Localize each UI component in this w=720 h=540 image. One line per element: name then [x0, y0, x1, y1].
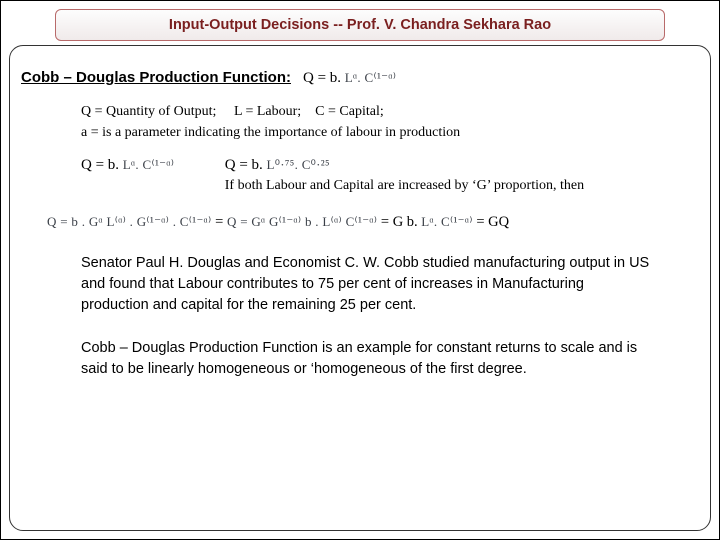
- formula-left-exp: Lᵅ. C⁽¹⁻ᵅ⁾: [123, 157, 174, 173]
- title-box: Input-Output Decisions -- Prof. V. Chand…: [55, 9, 665, 41]
- eq-seg-1: Q = b . Gᵅ L⁽ᵅ⁾ . G⁽¹⁻ᵅ⁾ . C⁽¹⁻ᵅ⁾: [47, 214, 212, 230]
- formula-right: Q = b. L⁰·⁷⁵. C⁰·²⁵ If both Labour and C…: [225, 157, 584, 194]
- eq-op-2: = G b.: [381, 214, 421, 230]
- def-line-2: a = is a parameter indicating the import…: [81, 122, 701, 143]
- slide-title: Input-Output Decisions -- Prof. V. Chand…: [169, 17, 551, 33]
- formula-right-top: Q = b. L⁰·⁷⁵. C⁰·²⁵: [225, 157, 584, 174]
- eq-op-1: =: [215, 214, 227, 230]
- paragraph-2: Cobb – Douglas Production Function is an…: [81, 338, 655, 380]
- heading-row: Cobb – Douglas Production Function: Q = …: [19, 55, 701, 87]
- definitions: Q = Quantity of Output; L = Labour; C = …: [81, 101, 701, 143]
- slide: Input-Output Decisions -- Prof. V. Chand…: [0, 0, 720, 540]
- formula-row: Q = b. Lᵅ. C⁽¹⁻ᵅ⁾ Q = b. L⁰·⁷⁵. C⁰·²⁵ If…: [81, 157, 701, 194]
- eq-op-3: = GQ: [476, 214, 509, 230]
- equation-line: Q = b . Gᵅ L⁽ᵅ⁾ . G⁽¹⁻ᵅ⁾ . C⁽¹⁻ᵅ⁾ = Q = …: [47, 214, 701, 231]
- eq-seg-2: Q = Gᵅ G⁽¹⁻ᵅ⁾ b . L⁽ᵅ⁾ C⁽¹⁻ᵅ⁾: [227, 214, 377, 230]
- heading-formula-exp: Lᵅ. C⁽¹⁻ᵅ⁾: [345, 70, 396, 86]
- heading-formula: Q = b. Lᵅ. C⁽¹⁻ᵅ⁾: [303, 70, 396, 86]
- formula-right-condition: If both Labour and Capital are increased…: [225, 178, 584, 194]
- def-line-1: Q = Quantity of Output; L = Labour; C = …: [81, 101, 701, 122]
- eq-seg-3: Lᵅ. C⁽¹⁻ᵅ⁾: [421, 214, 472, 230]
- formula-left-prefix: Q = b.: [81, 157, 119, 173]
- heading-formula-prefix: Q = b.: [303, 70, 341, 86]
- formula-left: Q = b. Lᵅ. C⁽¹⁻ᵅ⁾: [81, 157, 221, 174]
- section-heading: Cobb – Douglas Production Function:: [21, 69, 291, 86]
- formula-right-top-exp: L⁰·⁷⁵. C⁰·²⁵: [267, 157, 330, 173]
- formula-right-top-prefix: Q = b.: [225, 157, 263, 173]
- paragraph-1: Senator Paul H. Douglas and Economist C.…: [81, 253, 655, 316]
